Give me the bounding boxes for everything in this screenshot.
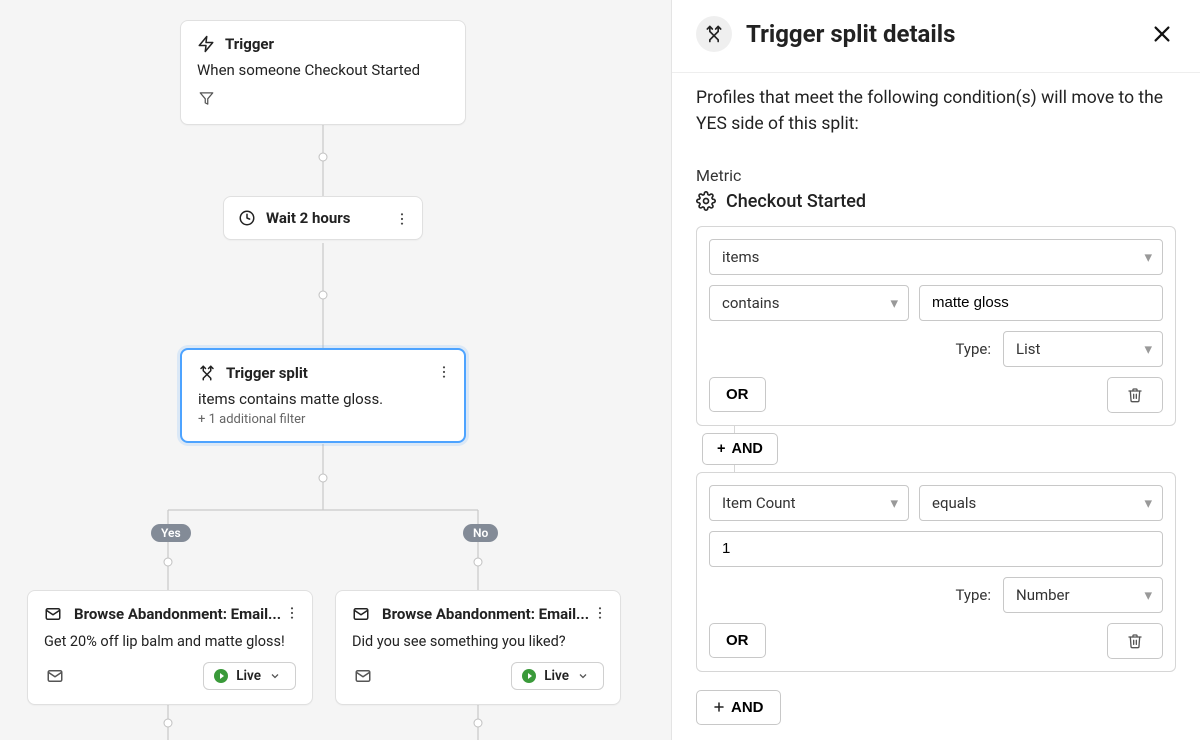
edge-port[interactable] — [474, 719, 483, 728]
edge-port[interactable] — [164, 719, 173, 728]
trigger-subtitle: When someone Checkout Started — [197, 61, 449, 79]
value-input[interactable] — [919, 285, 1163, 321]
panel-title: Trigger split details — [746, 20, 1134, 48]
node-menu-button[interactable] — [390, 207, 414, 231]
email-yes-title: Browse Abandonment: Email... — [74, 605, 281, 623]
status-label: Live — [236, 668, 261, 684]
email-no-title: Browse Abandonment: Email... — [382, 605, 589, 623]
caret-down-icon: ▾ — [1144, 494, 1152, 512]
edge-port[interactable] — [164, 558, 173, 567]
live-status-icon — [522, 669, 536, 683]
type-select[interactable]: Number ▾ — [1003, 577, 1163, 613]
branch-no-pill: No — [463, 524, 498, 542]
delete-condition-button[interactable] — [1107, 377, 1163, 413]
chevron-down-icon — [577, 670, 595, 682]
caret-down-icon: ▾ — [1144, 248, 1152, 266]
edge-port[interactable] — [319, 474, 328, 483]
wait-label: Wait 2 hours — [266, 209, 351, 227]
email-yes-desc: Get 20% off lip balm and matte gloss! — [44, 633, 296, 650]
branch-yes-pill: Yes — [151, 524, 191, 542]
caret-down-icon: ▾ — [1144, 586, 1152, 604]
edge-port[interactable] — [319, 153, 328, 162]
type-select[interactable]: List ▾ — [1003, 331, 1163, 367]
trigger-title: Trigger — [225, 35, 274, 53]
operator-select[interactable]: contains ▾ — [709, 285, 909, 321]
and-connector-button[interactable]: + AND — [702, 433, 778, 465]
type-label: Type: — [955, 586, 991, 604]
type-select-label: Number — [1016, 586, 1070, 604]
edge-port[interactable] — [319, 291, 328, 300]
caret-down-icon: ▾ — [1144, 340, 1152, 358]
trigger-split-node[interactable]: Trigger split items contains matte gloss… — [180, 348, 466, 443]
live-status-icon — [214, 669, 228, 683]
value-input[interactable] — [709, 531, 1163, 567]
plus-icon — [713, 701, 725, 713]
flow-canvas[interactable]: Trigger When someone Checkout Started Wa… — [0, 0, 671, 740]
metric-value: Checkout Started — [726, 191, 866, 212]
or-button[interactable]: OR — [709, 623, 766, 658]
trigger-node[interactable]: Trigger When someone Checkout Started — [180, 20, 466, 125]
bolt-icon — [197, 35, 215, 53]
chevron-down-icon — [269, 670, 287, 682]
filter-applied-icon — [197, 89, 215, 107]
node-menu-button[interactable] — [432, 360, 456, 384]
plus-icon: + — [717, 441, 725, 457]
type-label: Type: — [955, 340, 991, 358]
node-menu-button[interactable] — [588, 601, 612, 625]
email-no-node[interactable]: Browse Abandonment: Email... Did you see… — [335, 590, 621, 705]
operator-select-label: contains — [722, 294, 779, 312]
clock-icon — [238, 209, 256, 227]
email-yes-node[interactable]: Browse Abandonment: Email... Get 20% off… — [27, 590, 313, 705]
email-no-desc: Did you see something you liked? — [352, 633, 604, 650]
caret-down-icon: ▾ — [890, 294, 898, 312]
or-button[interactable]: OR — [709, 377, 766, 412]
operator-select[interactable]: equals ▾ — [919, 485, 1163, 521]
metric-label: Metric — [696, 166, 1176, 185]
gear-icon — [696, 191, 716, 211]
envelope-outline-icon — [44, 665, 66, 687]
and-connector: + AND — [696, 426, 1176, 472]
caret-down-icon: ▾ — [890, 494, 898, 512]
field-select[interactable]: items ▾ — [709, 239, 1163, 275]
split-title: Trigger split — [226, 364, 308, 382]
trash-icon — [1127, 387, 1143, 403]
panel-intro: Profiles that meet the following conditi… — [696, 85, 1176, 138]
envelope-icon — [44, 605, 62, 623]
split-extra: + 1 additional filter — [198, 412, 448, 427]
envelope-icon — [352, 605, 370, 623]
status-label: Live — [544, 668, 569, 684]
edge-port[interactable] — [474, 558, 483, 567]
split-icon — [198, 364, 216, 382]
details-panel: Trigger split details Profiles that meet… — [671, 0, 1200, 740]
condition-group-1: items ▾ contains ▾ Type: List ▾ OR — [696, 226, 1176, 426]
metric-row: Checkout Started — [696, 191, 1176, 212]
split-condition: items contains matte gloss. — [198, 390, 448, 408]
close-button[interactable] — [1148, 20, 1176, 48]
status-dropdown[interactable]: Live — [203, 662, 296, 690]
node-menu-button[interactable] — [280, 601, 304, 625]
trash-icon — [1127, 633, 1143, 649]
panel-body: Profiles that meet the following conditi… — [672, 73, 1200, 740]
type-select-label: List — [1016, 340, 1040, 358]
add-and-button[interactable]: AND — [696, 690, 781, 725]
field-select-label: Item Count — [722, 494, 796, 512]
condition-group-2: Item Count ▾ equals ▾ Type: Number ▾ O — [696, 472, 1176, 672]
field-select[interactable]: Item Count ▾ — [709, 485, 909, 521]
delete-condition-button[interactable] — [1107, 623, 1163, 659]
operator-select-label: equals — [932, 494, 976, 512]
envelope-outline-icon — [352, 665, 374, 687]
panel-header: Trigger split details — [672, 0, 1200, 73]
field-select-label: items — [722, 248, 759, 266]
wait-node[interactable]: Wait 2 hours — [223, 196, 423, 240]
status-dropdown[interactable]: Live — [511, 662, 604, 690]
split-icon — [696, 16, 732, 52]
